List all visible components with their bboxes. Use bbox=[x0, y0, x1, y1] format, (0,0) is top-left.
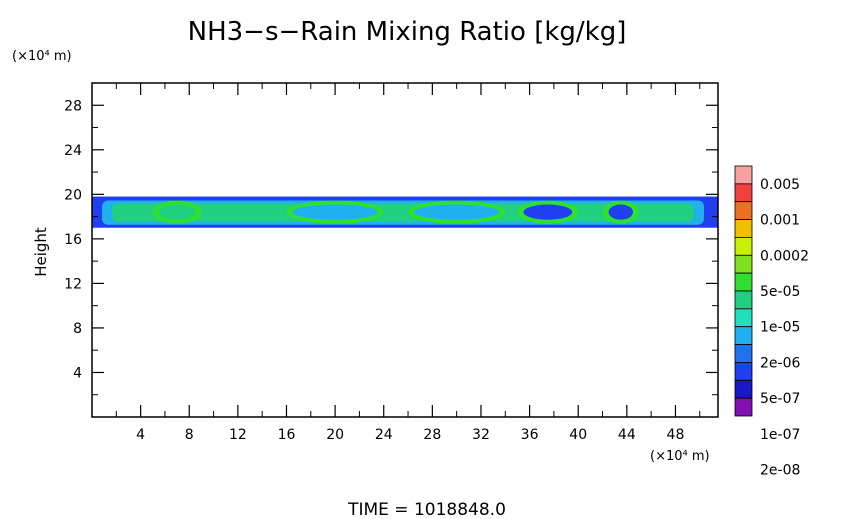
band-core bbox=[414, 204, 500, 220]
y-tick-label: 20 bbox=[64, 187, 82, 203]
colorbar-swatch bbox=[734, 272, 753, 292]
band-core bbox=[292, 204, 378, 220]
colorbar-label: 5e-05 bbox=[760, 284, 800, 300]
colorbar-swatch bbox=[734, 237, 753, 256]
y-tick-label: 8 bbox=[73, 321, 82, 337]
colorbar-label: 1e-05 bbox=[760, 320, 800, 336]
colorbar-swatch bbox=[734, 326, 753, 345]
y-unit-label: (×10⁴ m) bbox=[12, 49, 72, 64]
y-tick-label: 4 bbox=[73, 365, 82, 381]
y-axis-label: Height bbox=[32, 227, 50, 277]
colorbar-swatch bbox=[734, 362, 753, 381]
x-tick-label: 4 bbox=[136, 427, 145, 443]
colorbar-swatch bbox=[734, 219, 753, 238]
colorbar-label: 2e-08 bbox=[760, 463, 800, 479]
colorbar: 0.005 0.001 0.0002 5e-05 1e-05 2e-06 5e-07 1e-0… bbox=[734, 165, 809, 479]
time-footer: TIME = 1018848.0 bbox=[347, 500, 506, 519]
x-tick-label: 28 bbox=[423, 427, 441, 443]
colorbar-label: 0.0002 bbox=[760, 248, 809, 264]
x-tick-label: 12 bbox=[229, 427, 247, 443]
y-tick-label: 12 bbox=[64, 276, 82, 292]
colorbar-swatch bbox=[734, 165, 753, 185]
x-tick-label: 36 bbox=[521, 427, 539, 443]
band-core bbox=[523, 204, 573, 220]
colorbar-label: 0.001 bbox=[760, 213, 800, 229]
chart-title: NH3−s−Rain Mixing Ratio [kg/kg] bbox=[188, 17, 627, 47]
colorbar-swatch bbox=[734, 290, 753, 310]
rain-band bbox=[92, 196, 718, 228]
colorbar-swatch bbox=[734, 201, 753, 220]
colorbar-swatch bbox=[734, 344, 753, 363]
y-tick-label: 28 bbox=[64, 98, 82, 114]
colorbar-swatch bbox=[734, 183, 753, 203]
plot-frame bbox=[91, 82, 719, 418]
band-core bbox=[158, 204, 196, 220]
colorbar-label: 1e-07 bbox=[760, 427, 800, 443]
x-tick-label: 20 bbox=[326, 427, 344, 443]
x-tick-label: 16 bbox=[278, 427, 296, 443]
y-tick-label: 16 bbox=[64, 232, 82, 248]
x-tick-label: 48 bbox=[667, 427, 685, 443]
colorbar-swatch bbox=[734, 254, 753, 274]
x-tick-label: 8 bbox=[185, 427, 194, 443]
colorbar-label: 0.005 bbox=[760, 177, 800, 193]
colorbar-swatch bbox=[734, 397, 753, 417]
x-unit-label: (×10⁴ m) bbox=[650, 449, 710, 464]
x-tick-label: 40 bbox=[569, 427, 587, 443]
y-tick-label: 24 bbox=[64, 143, 82, 159]
colorbar-swatch bbox=[734, 379, 753, 399]
x-tick-label: 44 bbox=[618, 427, 636, 443]
colorbar-label: 2e-06 bbox=[760, 355, 800, 371]
x-tick-label: 32 bbox=[472, 427, 490, 443]
colorbar-label: 5e-07 bbox=[760, 391, 800, 407]
colorbar-swatch bbox=[734, 308, 753, 328]
band-core bbox=[608, 204, 633, 220]
x-tick-label: 24 bbox=[375, 427, 393, 443]
